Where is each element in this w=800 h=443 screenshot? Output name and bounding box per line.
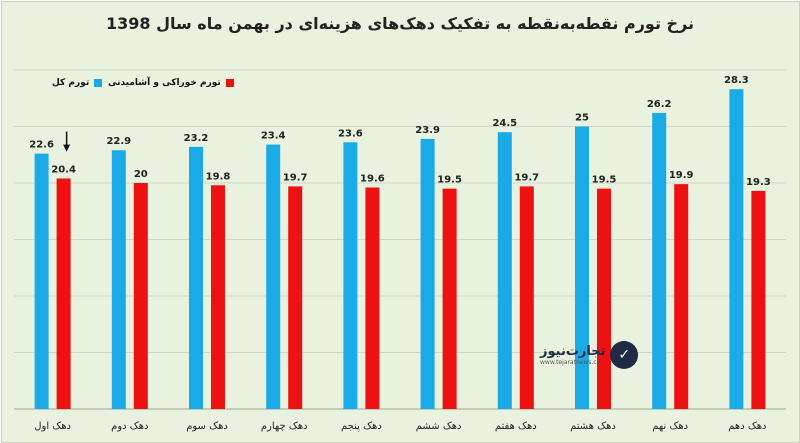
data-label-food: 19.6 bbox=[360, 174, 385, 185]
bar-food bbox=[674, 184, 689, 409]
x-tick-label: دهک نهم bbox=[652, 421, 688, 432]
data-label-food: 19.5 bbox=[437, 175, 462, 186]
data-label-total: 25 bbox=[575, 113, 589, 124]
bar-food bbox=[751, 190, 766, 409]
bar-total bbox=[497, 132, 512, 409]
bar-food bbox=[365, 187, 380, 409]
data-label-food: 19.8 bbox=[206, 171, 231, 182]
data-label-food: 19.3 bbox=[746, 177, 771, 188]
data-label-total: 26.2 bbox=[647, 99, 672, 110]
x-tick-label: دهک سوم bbox=[186, 421, 228, 432]
bar-total bbox=[34, 153, 49, 409]
data-label-food: 19.5 bbox=[592, 175, 617, 186]
x-tick-label: دهک دوم bbox=[111, 421, 148, 432]
data-label-total: 28.3 bbox=[724, 75, 749, 86]
data-label-food: 20.4 bbox=[51, 164, 76, 175]
bar-total bbox=[729, 89, 744, 410]
bar-food bbox=[597, 188, 611, 409]
x-tick-label: دهک هفتم bbox=[495, 421, 537, 432]
arrow-down-icon bbox=[63, 131, 71, 152]
bar-total bbox=[652, 112, 667, 409]
data-label-food: 19.7 bbox=[514, 172, 539, 183]
legend-item-total: تورم کل bbox=[52, 78, 103, 88]
data-label-food: 20 bbox=[134, 169, 148, 180]
watermark-text: تجارت‌نیوز www.tejaratnews.com bbox=[540, 343, 607, 366]
legend-label-total: تورم کل bbox=[52, 78, 90, 88]
bar-total bbox=[575, 126, 589, 409]
bar-total bbox=[266, 144, 281, 409]
legend-swatch-total bbox=[94, 79, 103, 87]
data-label-total: 22.9 bbox=[106, 136, 131, 147]
watermark-url: www.tejaratnews.com bbox=[540, 358, 607, 366]
x-tick-label: دهک اول bbox=[34, 421, 71, 432]
watermark: تجارت‌نیوز www.tejaratnews.com ✓ bbox=[540, 337, 652, 373]
legend-item-food: تورم خوراکی و آشامیدنی bbox=[108, 78, 234, 88]
tejarat-logo-icon: ✓ bbox=[610, 341, 639, 369]
data-label-total: 22.6 bbox=[29, 140, 54, 151]
bar-food bbox=[288, 186, 303, 409]
bar-food bbox=[133, 183, 148, 409]
x-tick-label: دهک ششم bbox=[416, 421, 462, 432]
data-label-total: 23.4 bbox=[261, 131, 286, 142]
bar-total bbox=[111, 150, 126, 410]
bar-food bbox=[519, 186, 534, 409]
x-tick-label: دهک هشتم bbox=[570, 421, 616, 432]
bar-food bbox=[211, 185, 225, 409]
bar-total bbox=[343, 142, 358, 409]
data-label-food: 19.9 bbox=[669, 170, 694, 181]
data-label-total: 23.6 bbox=[338, 128, 363, 139]
legend-label-food: تورم خوراکی و آشامیدنی bbox=[108, 78, 221, 88]
legend-swatch-food bbox=[225, 79, 234, 87]
data-label-total: 23.9 bbox=[415, 125, 440, 136]
bar-food bbox=[56, 178, 71, 409]
data-label-total: 24.5 bbox=[492, 118, 517, 129]
x-tick-label: دهک دهم bbox=[728, 421, 766, 432]
x-tick-label: دهک چهارم bbox=[261, 421, 308, 432]
bar-food bbox=[442, 188, 457, 409]
bar-total bbox=[189, 146, 203, 409]
data-label-total: 23.2 bbox=[184, 133, 209, 144]
chart-title: نرخ تورم نقطه‌به‌نقطه به تفکیک دهک‌های ه… bbox=[105, 14, 695, 33]
x-tick-label: دهک پنجم bbox=[341, 421, 382, 432]
bar-total bbox=[420, 138, 435, 409]
watermark-brand: تجارت‌نیوز bbox=[540, 343, 606, 359]
data-label-food: 19.7 bbox=[283, 172, 308, 183]
